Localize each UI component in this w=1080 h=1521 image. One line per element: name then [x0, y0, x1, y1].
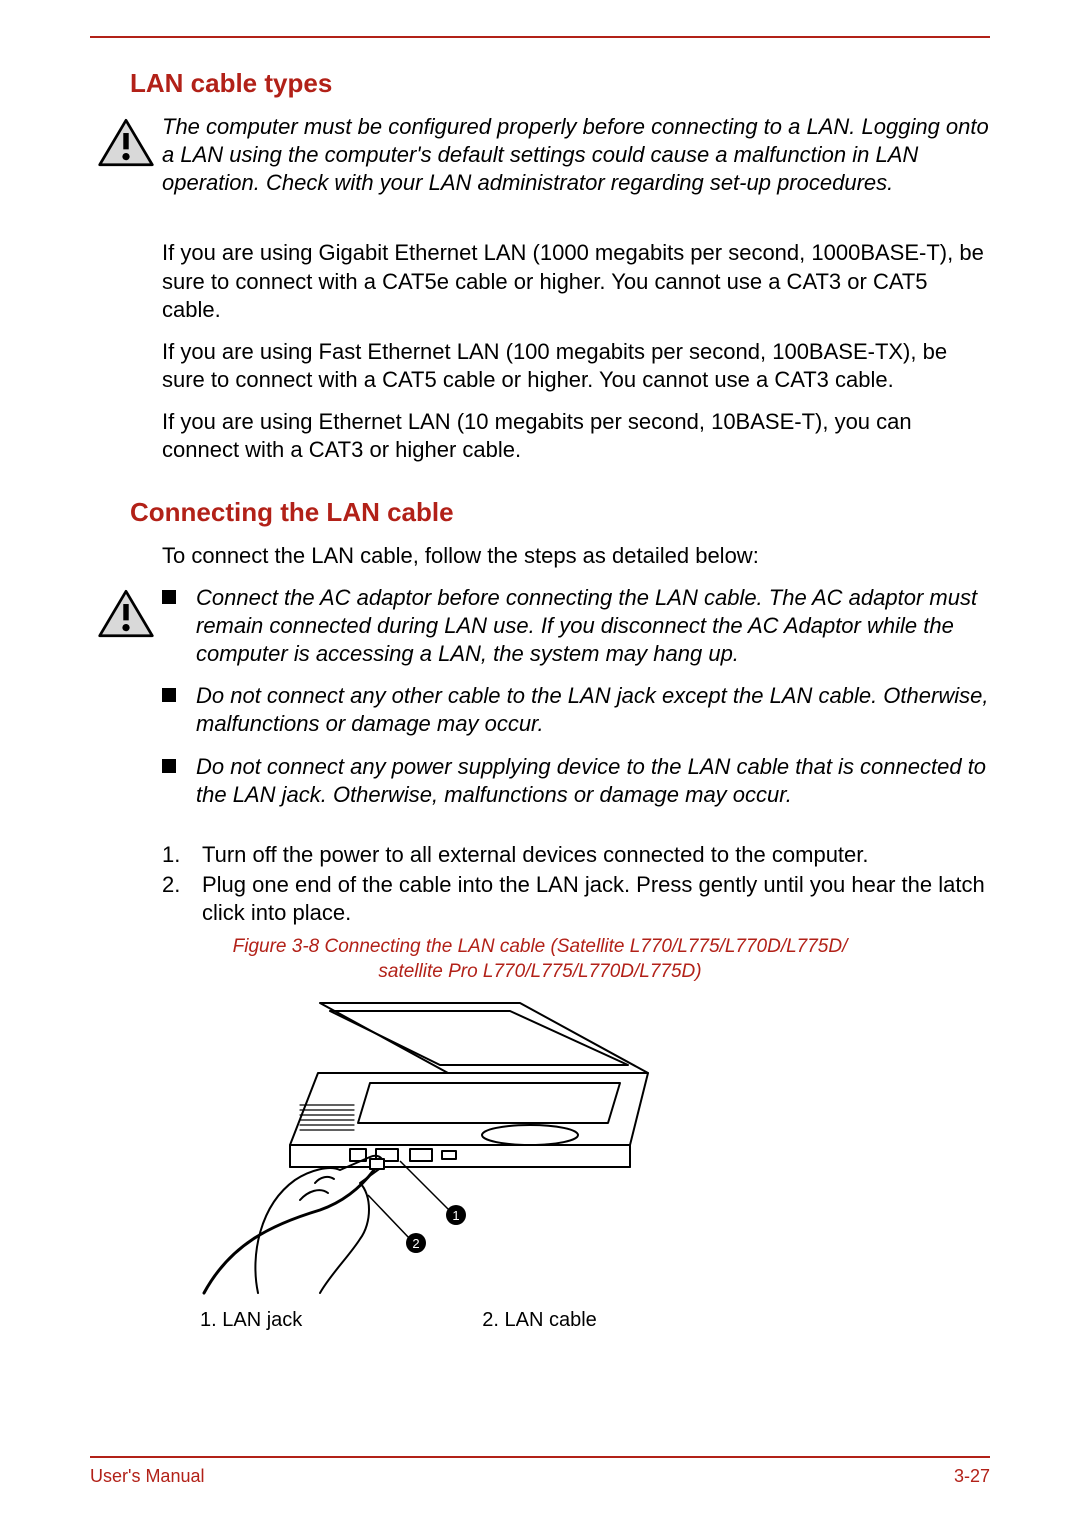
para-fast-ethernet: If you are using Fast Ethernet LAN (100 …: [162, 338, 990, 394]
step-item: Turn off the power to all external devic…: [162, 841, 990, 869]
warning-item: Do not connect any other cable to the LA…: [162, 682, 990, 738]
footer-right: 3-27: [954, 1466, 990, 1487]
warning-icon: [97, 117, 155, 174]
section-heading-connecting: Connecting the LAN cable: [130, 497, 990, 528]
warning-item: Connect the AC adaptor before connecting…: [162, 584, 990, 668]
step-item: Plug one end of the cable into the LAN j…: [162, 871, 990, 927]
para-ethernet: If you are using Ethernet LAN (10 megabi…: [162, 408, 990, 464]
intro-text: To connect the LAN cable, follow the ste…: [162, 542, 990, 570]
callout-2: 2: [412, 1236, 419, 1251]
footer-left: User's Manual: [90, 1466, 204, 1487]
page: LAN cable types The computer must be con…: [0, 0, 1080, 1521]
legend-item: 2. LAN cable: [482, 1309, 597, 1332]
steps-list: Turn off the power to all external devic…: [162, 841, 990, 927]
figure-illustration: 1 2: [200, 995, 660, 1295]
legend-item: 1. LAN jack: [200, 1309, 302, 1332]
figure-caption-line2: satellite Pro L770/L775/L770D/L775D): [378, 961, 701, 982]
warning-text-1: The computer must be configured properly…: [162, 113, 990, 197]
warning-list: Connect the AC adaptor before connecting…: [162, 584, 990, 809]
warning-icon: [97, 588, 155, 645]
figure-legend: 1. LAN jack 2. LAN cable: [200, 1309, 990, 1332]
top-rule: [90, 36, 990, 38]
figure-caption-line1: Figure 3-8 Connecting the LAN cable (Sat…: [233, 936, 848, 957]
section-heading-lan-types: LAN cable types: [130, 68, 990, 99]
figure-caption: Figure 3-8 Connecting the LAN cable (Sat…: [90, 935, 990, 984]
warning-block-2: Connect the AC adaptor before connecting…: [90, 584, 990, 823]
warning-block-1: The computer must be configured properly…: [90, 113, 990, 211]
page-footer: User's Manual 3-27: [90, 1456, 990, 1487]
callout-1: 1: [452, 1208, 459, 1223]
para-gigabit: If you are using Gigabit Ethernet LAN (1…: [162, 239, 990, 323]
warning-item: Do not connect any power supplying devic…: [162, 753, 990, 809]
section1-body: If you are using Gigabit Ethernet LAN (1…: [162, 239, 990, 464]
